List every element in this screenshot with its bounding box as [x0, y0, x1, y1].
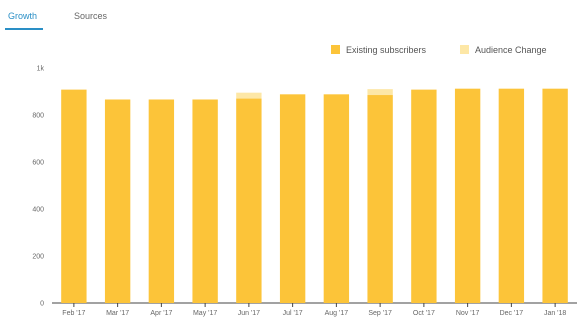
y-tick-label: 0	[40, 301, 44, 308]
bar-existing-subscribers	[323, 94, 350, 303]
x-tick-label: May '17	[193, 310, 217, 317]
legend-item-existing[interactable]: Existing subscribers	[331, 43, 426, 57]
legend-item-audience-change[interactable]: Audience Change	[460, 43, 547, 57]
x-tick-label: Sep '17	[368, 310, 392, 317]
bar-existing-subscribers	[61, 89, 87, 304]
legend-label-audience-change: Audience Change	[475, 45, 547, 55]
x-tick-label: Nov '17	[456, 310, 480, 317]
active-tab-indicator	[5, 28, 43, 30]
x-tick-label: Aug '17	[325, 310, 349, 317]
tab-growth[interactable]: Growth	[8, 11, 38, 21]
y-tick-label: 600	[32, 160, 44, 167]
bar-existing-subscribers	[498, 88, 525, 304]
x-tick-label: Jul '17	[283, 310, 303, 317]
bar-audience-change	[236, 92, 262, 99]
bar-existing-subscribers	[148, 99, 175, 304]
bar-existing-subscribers	[367, 95, 393, 304]
y-tick-label: 200	[32, 254, 44, 261]
x-tick-label: Jun '17	[238, 310, 260, 317]
bar-audience-change	[367, 89, 393, 96]
bar-existing-subscribers	[104, 99, 131, 304]
y-tick-label: 400	[32, 207, 44, 214]
legend-swatch-audience-change	[460, 45, 469, 54]
bar-existing-subscribers	[542, 88, 568, 304]
bar-existing-subscribers	[279, 94, 306, 303]
x-tick-label: Oct '17	[413, 310, 435, 317]
x-tick-label: Apr '17	[150, 310, 172, 317]
x-tick-label: Dec '17	[500, 310, 524, 317]
bar-existing-subscribers	[192, 99, 218, 304]
bar-existing-subscribers	[236, 98, 262, 303]
y-tick-label: 1k	[37, 66, 45, 73]
tab-sources[interactable]: Sources	[74, 11, 108, 21]
x-tick-label: Jan '18	[544, 310, 566, 317]
x-tick-label: Feb '17	[62, 310, 85, 317]
legend-label-existing: Existing subscribers	[346, 45, 427, 55]
bar-existing-subscribers	[454, 88, 481, 304]
tab-bar: Growth Sources	[0, 0, 581, 30]
bar-existing-subscribers	[411, 89, 437, 304]
y-tick-label: 800	[32, 113, 44, 120]
legend-swatch-existing	[331, 45, 340, 54]
x-tick-label: Mar '17	[106, 310, 129, 317]
